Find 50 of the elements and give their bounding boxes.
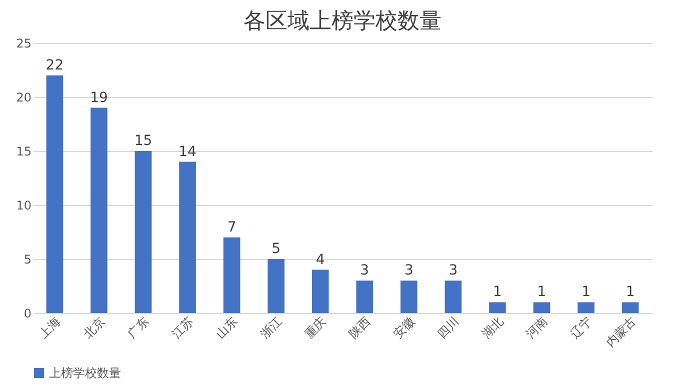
data-label: 1 xyxy=(493,284,502,300)
data-label: 5 xyxy=(272,241,281,257)
bar xyxy=(400,280,418,313)
data-label: 19 xyxy=(90,90,108,106)
data-label: 3 xyxy=(360,262,370,279)
x-tick-label: 湖北 xyxy=(479,314,506,341)
x-tick-label: 江苏 xyxy=(169,314,196,341)
bar xyxy=(134,151,152,313)
x-tick-label: 上海 xyxy=(36,314,64,341)
x-tick-label: 辽宁 xyxy=(568,314,595,341)
data-label: 15 xyxy=(134,133,152,149)
x-tick-label: 河南 xyxy=(523,314,550,341)
x-tick-label: 四川 xyxy=(434,314,462,341)
y-tick-label: 10 xyxy=(16,198,32,212)
data-label: 1 xyxy=(582,284,590,300)
data-label: 22 xyxy=(46,57,64,74)
data-label: 1 xyxy=(537,284,546,300)
bar xyxy=(622,302,639,313)
data-label: 7 xyxy=(227,219,236,236)
x-tick-label: 陕西 xyxy=(346,314,374,341)
y-tick-label: 25 xyxy=(16,36,32,50)
bar xyxy=(223,237,240,313)
bar xyxy=(533,302,550,313)
data-label: 3 xyxy=(404,262,414,279)
x-tick-label: 浙江 xyxy=(258,314,285,341)
y-tick-label: 15 xyxy=(16,144,32,158)
y-tick-label: 5 xyxy=(24,252,32,266)
bar xyxy=(489,302,506,313)
bar xyxy=(312,270,329,313)
bar xyxy=(356,280,374,313)
bar xyxy=(179,162,196,313)
data-label: 3 xyxy=(448,262,458,279)
legend-label: 上榜学校数量 xyxy=(49,366,121,380)
bar xyxy=(46,75,64,313)
x-tick-label: 山东 xyxy=(213,314,240,341)
x-tick-label: 重庆 xyxy=(302,314,329,341)
x-tick-label: 北京 xyxy=(80,314,108,341)
y-tick-label: 0 xyxy=(24,306,32,320)
data-label: 1 xyxy=(626,284,635,300)
bar xyxy=(444,280,462,313)
data-label: 4 xyxy=(316,252,325,268)
bar xyxy=(578,302,594,313)
data-label: 14 xyxy=(178,144,197,160)
x-tick-label: 广东 xyxy=(124,314,152,341)
y-tick-label: 20 xyxy=(16,90,32,104)
chart-title: 各区域上榜学校数量 xyxy=(244,9,442,34)
bar xyxy=(268,259,284,313)
x-tick-label: 内蒙古 xyxy=(603,314,639,350)
x-tick-label: 安徽 xyxy=(390,314,418,341)
bar xyxy=(90,108,108,313)
